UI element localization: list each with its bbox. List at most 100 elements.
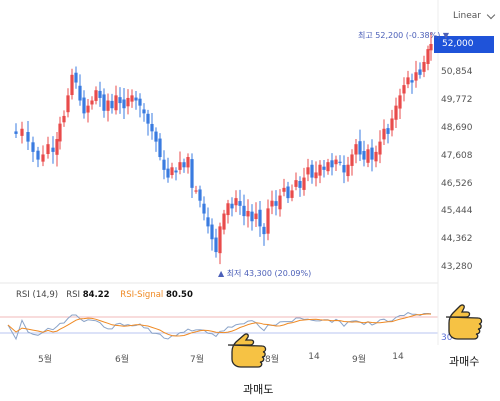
y-tick-label: 47,608 bbox=[441, 150, 473, 161]
candle-up bbox=[314, 172, 318, 179]
candle-up bbox=[46, 144, 50, 154]
candle-down bbox=[26, 132, 30, 142]
x-tick-label: 5월 bbox=[37, 355, 53, 365]
candle-up bbox=[130, 95, 134, 102]
candle-down bbox=[162, 159, 166, 170]
candle-up bbox=[290, 190, 294, 198]
y-tick-label: 43,280 bbox=[441, 262, 473, 272]
candle-up bbox=[62, 115, 66, 123]
candle-up bbox=[41, 154, 45, 162]
candle-down bbox=[362, 151, 366, 160]
y-tick-label: 50,854 bbox=[441, 67, 473, 78]
candle-up bbox=[374, 151, 378, 162]
candle-down bbox=[330, 160, 334, 168]
candle-down bbox=[118, 97, 122, 104]
candle-up bbox=[222, 213, 226, 230]
candle-down bbox=[338, 161, 342, 163]
candle-down bbox=[342, 165, 346, 173]
rsi-indicator-name: RSI (14,9) bbox=[16, 290, 59, 300]
candle-up bbox=[106, 100, 110, 111]
candle-down bbox=[418, 69, 422, 75]
oversold-callout: 과매도 bbox=[243, 383, 274, 396]
candle-up bbox=[90, 100, 94, 105]
candle-up bbox=[294, 180, 298, 187]
y-tick-label: 44,362 bbox=[441, 234, 473, 245]
candle-up bbox=[398, 95, 402, 109]
candle-up bbox=[55, 139, 59, 155]
x-tick-label: 7월 bbox=[189, 355, 205, 365]
candle-down bbox=[36, 150, 40, 160]
candle-down bbox=[31, 142, 35, 152]
rsi-value: 84.22 bbox=[82, 290, 110, 300]
rsi-panel bbox=[0, 312, 438, 341]
candle-down bbox=[238, 201, 242, 206]
candle-up bbox=[422, 61, 426, 72]
candle-down bbox=[150, 123, 154, 132]
candle-down bbox=[262, 226, 266, 235]
candle-down bbox=[286, 186, 290, 199]
candle-up bbox=[94, 90, 98, 101]
candle-up bbox=[266, 208, 270, 234]
candle-down bbox=[322, 166, 326, 170]
candle-up bbox=[194, 190, 198, 192]
candle-up bbox=[170, 167, 174, 176]
candle-up bbox=[334, 159, 338, 165]
chevron-down-icon bbox=[486, 10, 496, 19]
candle-up bbox=[394, 105, 398, 120]
candle-down bbox=[158, 138, 162, 158]
candle-up bbox=[406, 77, 410, 85]
candle-down bbox=[122, 99, 126, 109]
candle-up bbox=[350, 154, 354, 166]
candle-down bbox=[214, 237, 218, 253]
candle-down bbox=[182, 162, 186, 168]
overbought-callout: 과매수 bbox=[449, 355, 480, 368]
scale-dropdown[interactable]: Linear bbox=[442, 6, 496, 26]
y-tick-label: 46,526 bbox=[441, 178, 473, 189]
x-tick-label: 14 bbox=[392, 352, 404, 362]
candle-up bbox=[126, 97, 130, 107]
x-tick-label: 8월 bbox=[264, 355, 280, 365]
candle-down bbox=[98, 90, 102, 98]
candle-up bbox=[58, 123, 62, 142]
rsi-30-label: 30 bbox=[441, 333, 453, 343]
candle-down bbox=[410, 80, 414, 83]
candle-up bbox=[306, 167, 310, 175]
candle-up bbox=[218, 226, 222, 254]
high-annotation: 최고 52,200 (-0.38%) ▼ bbox=[358, 31, 450, 40]
current-price-tag: 52,000 bbox=[434, 36, 494, 53]
candle-down bbox=[138, 98, 142, 106]
candle-up bbox=[382, 128, 386, 140]
x-tick-label: 9월 bbox=[351, 355, 367, 365]
candle-down bbox=[78, 85, 82, 101]
pointing-hand-icon bbox=[445, 304, 483, 340]
candle-down bbox=[51, 147, 55, 152]
scale-label: Linear bbox=[453, 11, 481, 21]
candle-up bbox=[378, 141, 382, 155]
candle-down bbox=[358, 141, 362, 155]
candle-down bbox=[274, 201, 278, 206]
candle-down bbox=[250, 211, 254, 222]
candle-down bbox=[242, 205, 246, 217]
x-tick-label: 6월 bbox=[114, 355, 130, 365]
candle-down bbox=[210, 224, 214, 240]
y-tick-label: 45,444 bbox=[441, 206, 473, 217]
candle-down bbox=[310, 164, 314, 178]
candle-up bbox=[366, 149, 370, 163]
candle-up bbox=[186, 157, 190, 168]
candle-down bbox=[146, 113, 150, 124]
candle-down bbox=[258, 209, 262, 227]
candle-down bbox=[174, 170, 178, 173]
candle-up bbox=[270, 200, 274, 207]
candle-down bbox=[202, 203, 206, 214]
candle-up bbox=[178, 162, 182, 170]
candlestick-series bbox=[14, 32, 433, 265]
rsi-line bbox=[7, 312, 432, 341]
candle-down bbox=[206, 217, 210, 227]
candle-up bbox=[318, 164, 322, 176]
rsi-signal-value: 80.50 bbox=[166, 290, 193, 300]
candle-up bbox=[402, 85, 406, 94]
candle-down bbox=[74, 72, 78, 83]
candle-down bbox=[298, 181, 302, 188]
y-tick-label: 48,690 bbox=[441, 123, 473, 134]
